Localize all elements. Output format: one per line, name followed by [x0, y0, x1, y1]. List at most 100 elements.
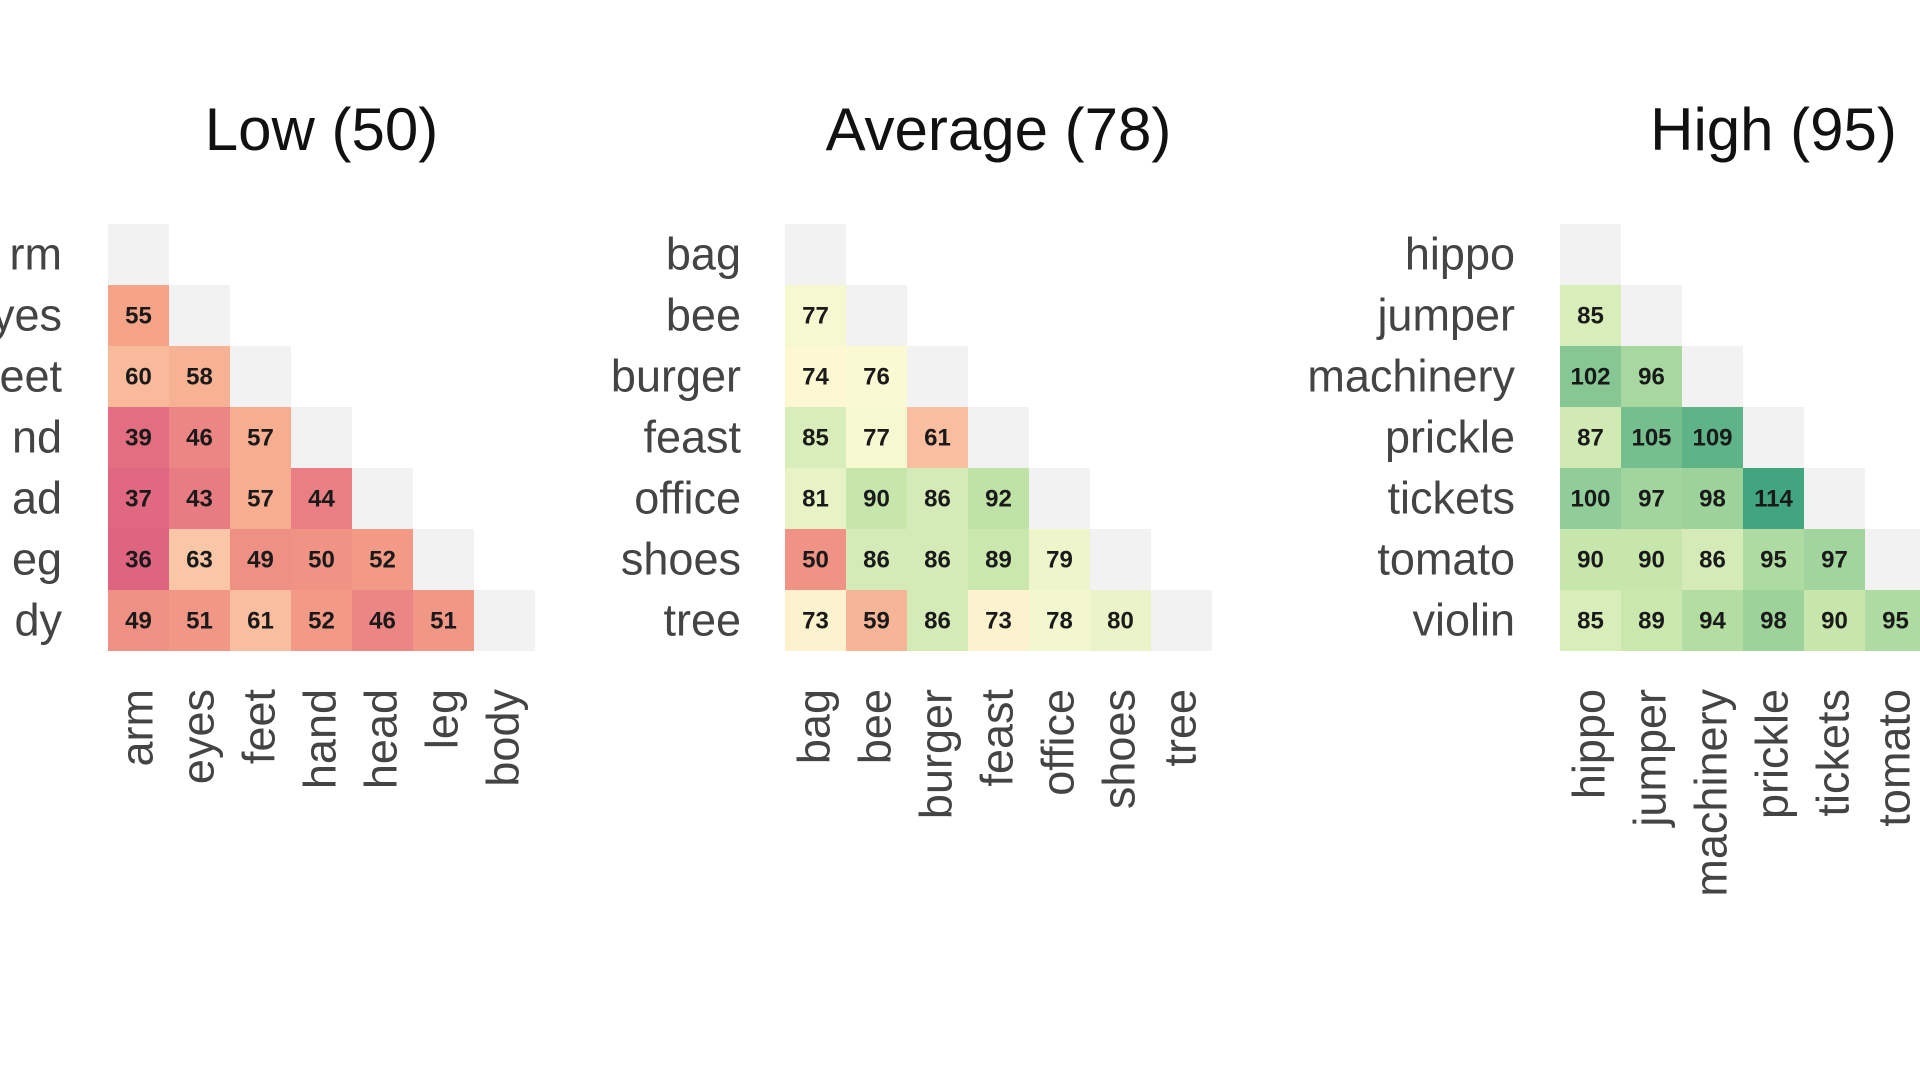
diagonal-cell: [1560, 224, 1621, 285]
cell-value-label: 36: [125, 547, 152, 574]
row-label: eet: [0, 351, 62, 402]
heatmap-cell: [846, 346, 907, 407]
diagonal-cell: [474, 590, 535, 651]
diagonal-cell: [968, 407, 1029, 468]
cell-value-label: 63: [186, 547, 213, 574]
panel-title: Average (78): [826, 96, 1172, 163]
heatmap-cell: [785, 407, 846, 468]
cell-value-label: 59: [863, 608, 890, 635]
row-label: ad: [12, 473, 62, 524]
cell-value-label: 90: [1638, 547, 1665, 574]
heatmap-cell: [846, 590, 907, 651]
cell-value-label: 55: [125, 303, 152, 330]
cell-value-label: 89: [985, 547, 1012, 574]
diagonal-cell: [907, 346, 968, 407]
cell-value-label: 77: [863, 425, 890, 452]
cell-value-label: 98: [1760, 608, 1787, 635]
cell-value-label: 50: [802, 547, 829, 574]
cell-value-label: 90: [1821, 608, 1848, 635]
cell-value-label: 86: [863, 547, 890, 574]
diagonal-cell: [352, 468, 413, 529]
diagonal-cell: [1865, 529, 1920, 590]
diagonal-cell: [1090, 529, 1151, 590]
row-label: shoes: [621, 534, 741, 585]
column-label: machinery: [1686, 689, 1737, 897]
heatmap-cell: [1621, 407, 1682, 468]
cell-value-label: 86: [924, 608, 951, 635]
heatmap-cell: [169, 407, 230, 468]
row-label: hippo: [1405, 229, 1515, 280]
heatmap-cell: [169, 346, 230, 407]
heatmap-cell: [1682, 590, 1743, 651]
row-label: tomato: [1377, 534, 1515, 585]
heatmap-cell: [1743, 468, 1804, 529]
row-label: jumper: [1375, 290, 1515, 341]
cell-value-label: 37: [125, 486, 152, 513]
column-label: eyes: [173, 689, 224, 784]
heatmap-cell: [968, 529, 1029, 590]
heatmap-cell: [785, 590, 846, 651]
heatmap-cell: [846, 407, 907, 468]
row-label: bee: [666, 290, 741, 341]
panel-title: Low (50): [205, 96, 438, 163]
column-label: shoes: [1094, 689, 1145, 809]
diagonal-cell: [1682, 346, 1743, 407]
heatmap-cell: [230, 529, 291, 590]
heatmap-cell: [413, 590, 474, 651]
cell-value-label: 51: [186, 608, 213, 635]
diagonal-cell: [108, 224, 169, 285]
cell-value-label: 109: [1692, 425, 1732, 452]
heatmap-cell: [1029, 529, 1090, 590]
heatmap-panel-0: Low (50) 55 60 58 39 46 57 37 43 57 44 36 63 49 50 52 49…: [0, 96, 535, 789]
cell-value-label: 73: [985, 608, 1012, 635]
heatmap-cell: [169, 529, 230, 590]
column-label: feet: [234, 689, 285, 765]
column-label: arm: [112, 689, 163, 767]
heatmap-cell: [1865, 590, 1920, 651]
heatmap-cell: [1029, 590, 1090, 651]
heatmap-cell: [1560, 346, 1621, 407]
heatmap-cell: [230, 590, 291, 651]
cell-value-label: 87: [1577, 425, 1604, 452]
cell-value-label: 86: [924, 486, 951, 513]
cell-value-label: 105: [1631, 425, 1671, 452]
heatmap-cell: [846, 529, 907, 590]
cell-value-label: 114: [1754, 486, 1793, 513]
heatmap-cell: [968, 468, 1029, 529]
cell-value-label: 43: [186, 486, 213, 513]
heatmap-cell: [785, 529, 846, 590]
cell-value-label: 57: [247, 486, 274, 513]
column-label: hippo: [1564, 689, 1615, 799]
cell-value-label: 95: [1882, 608, 1909, 635]
cell-value-label: 85: [1577, 303, 1604, 330]
heatmap-cell: [1560, 590, 1621, 651]
diagonal-cell: [1743, 407, 1804, 468]
heatmap-cell: [846, 468, 907, 529]
heatmap-cell: [352, 590, 413, 651]
cell-value-label: 97: [1821, 547, 1848, 574]
cell-value-label: 89: [1638, 608, 1665, 635]
row-label: bag: [666, 229, 741, 280]
cell-value-label: 49: [125, 608, 152, 635]
heatmap-cell: [108, 529, 169, 590]
cell-value-label: 90: [863, 486, 890, 513]
heatmap-cell: [352, 529, 413, 590]
cell-value-label: 49: [247, 547, 274, 574]
cell-value-label: 85: [802, 425, 829, 452]
heatmap-cell: [1804, 529, 1865, 590]
cell-value-label: 92: [985, 486, 1012, 513]
diagonal-cell: [846, 285, 907, 346]
column-label: leg: [417, 689, 468, 749]
row-label: burger: [611, 351, 741, 402]
cell-value-label: 50: [308, 547, 335, 574]
cell-value-label: 73: [802, 608, 829, 635]
cell-value-label: 96: [1638, 364, 1665, 391]
row-label: violin: [1412, 595, 1515, 646]
cell-value-label: 85: [1577, 608, 1604, 635]
panel-title: High (95): [1650, 96, 1897, 163]
heatmap-cell: [108, 468, 169, 529]
heatmap-cell: [291, 468, 352, 529]
cell-value-label: 94: [1699, 608, 1726, 635]
cell-value-label: 61: [247, 608, 274, 635]
